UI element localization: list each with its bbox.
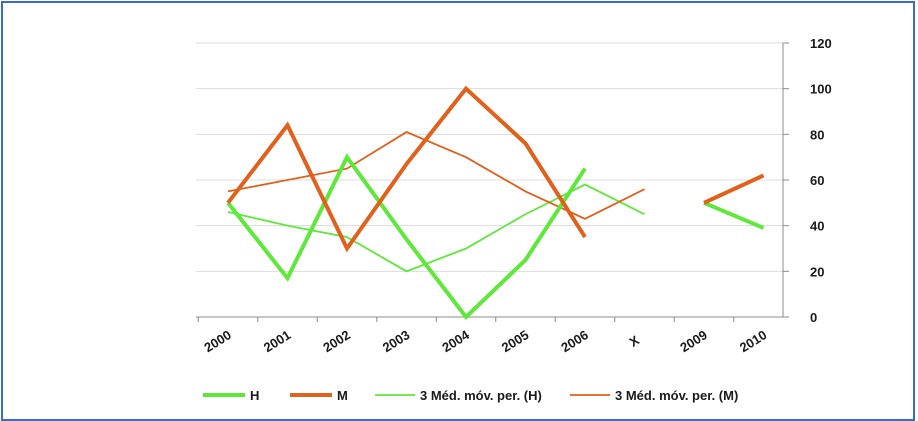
x-tick-label: 2004 — [439, 327, 472, 355]
y-tick-labels: 0 20 40 60 80 100 120 — [810, 36, 832, 325]
y-tick-label: 40 — [810, 219, 824, 234]
x-tick-label: 2000 — [201, 327, 233, 355]
x-tick-labels: 2000 2001 2002 2003 2004 2005 2006 X 2009 2010 — [201, 327, 769, 355]
legend-label-2: 3 Méd. móv. per. (H) — [420, 388, 542, 403]
y-tick-label: 100 — [810, 82, 832, 97]
series-line-3 — [227, 131, 645, 220]
y-tick-label: 20 — [810, 264, 824, 279]
legend-label-0: H — [250, 388, 259, 403]
axes — [196, 42, 789, 322]
x-tick-label: 2003 — [380, 327, 412, 355]
x-tick-label: 2009 — [677, 327, 709, 355]
y-tick-label: 60 — [810, 173, 824, 188]
legend-label-1: M — [337, 388, 348, 403]
series-line-1 — [703, 173, 765, 205]
x-tick-label: 2010 — [737, 327, 769, 355]
x-tick-label: 2005 — [499, 327, 531, 355]
x-tick-label: X — [626, 332, 642, 349]
series-lines — [226, 85, 765, 320]
series-line-0 — [703, 200, 765, 230]
series-line-0 — [226, 153, 587, 320]
gridlines — [196, 42, 783, 272]
x-tick-label: 2002 — [320, 327, 352, 355]
legend-label-3: 3 Méd. móv. per. (M) — [615, 388, 738, 403]
x-tick-label: 2006 — [558, 327, 590, 355]
y-tick-label: 120 — [810, 36, 832, 51]
legend: H M 3 Méd. móv. per. (H) 3 Méd. móv. per. (… — [203, 388, 738, 403]
series-line-2 — [227, 183, 645, 273]
series-line-1 — [226, 85, 587, 253]
y-tick-label: 0 — [810, 310, 817, 325]
x-tick-label: 2001 — [261, 327, 293, 355]
y-tick-label: 80 — [810, 127, 824, 142]
